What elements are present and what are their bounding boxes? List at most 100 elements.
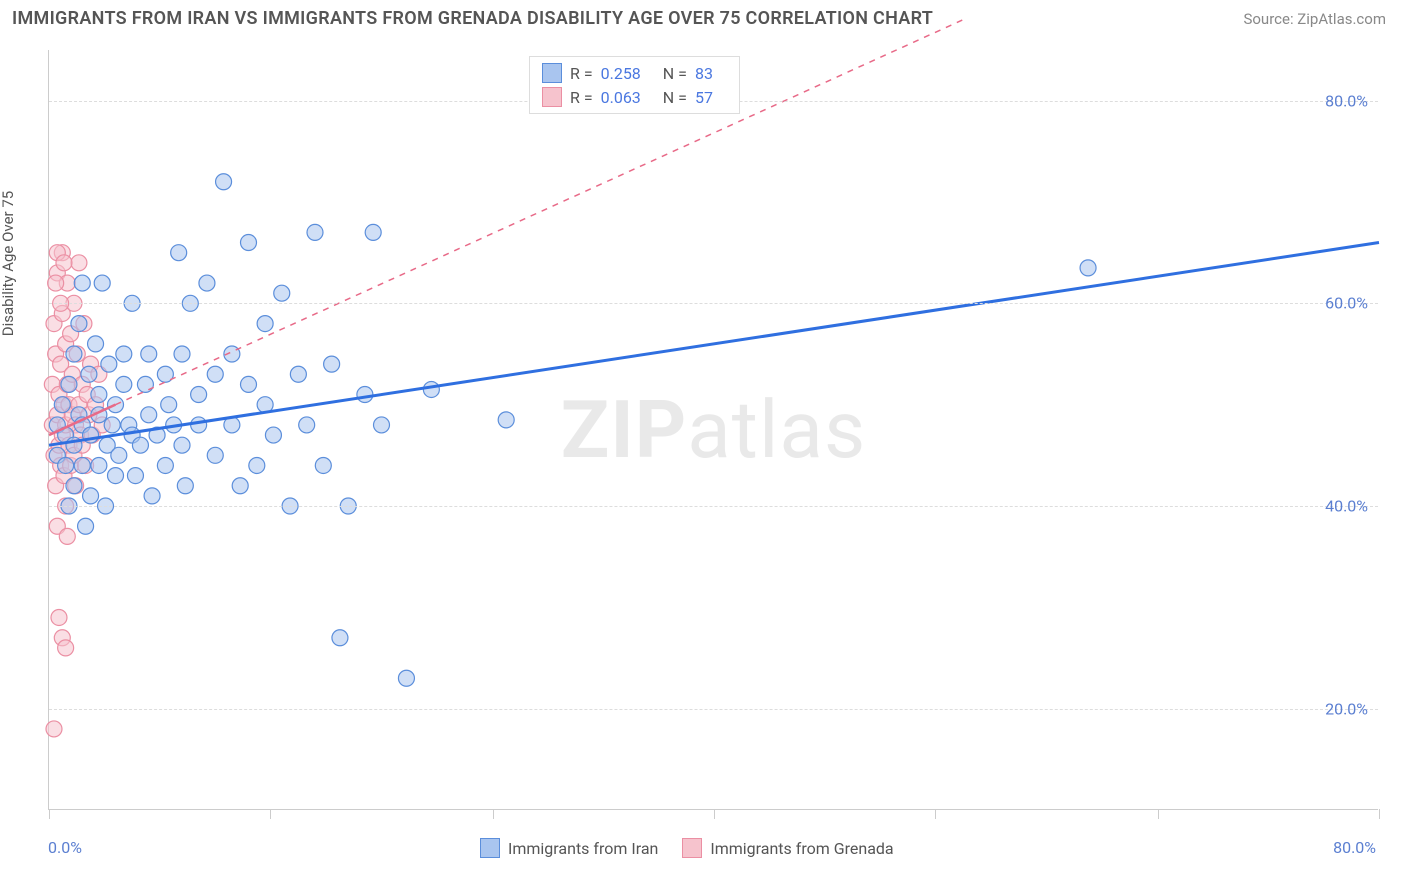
scatter-point (357, 387, 373, 403)
scatter-point (157, 457, 173, 473)
scatter-point (199, 275, 215, 291)
x-tick (935, 809, 936, 819)
y-axis-title: Disability Age Over 75 (0, 191, 17, 336)
scatter-point (111, 447, 127, 463)
y-tick-label: 40.0% (1325, 497, 1368, 516)
r-value-iran: 0.258 (601, 64, 641, 83)
chart-title: IMMIGRANTS FROM IRAN VS IMMIGRANTS FROM … (12, 8, 933, 29)
scatter-point (83, 488, 99, 504)
scatter-point (101, 356, 117, 372)
scatter-point (71, 316, 87, 332)
r-label: R = (570, 64, 593, 83)
scatter-point (141, 407, 157, 423)
legend-label-grenada: Immigrants from Grenada (710, 839, 893, 858)
scatter-point (174, 346, 190, 362)
legend-item-grenada: Immigrants from Grenada (682, 838, 893, 858)
scatter-point (274, 285, 290, 301)
swatch-iran (480, 838, 500, 858)
chart-plot-area: ZIPatlas R = 0.258 N = 83 R = 0.063 N = … (48, 50, 1378, 810)
series-legend: Immigrants from Iran Immigrants from Gre… (480, 838, 894, 858)
scatter-point (177, 478, 193, 494)
scatter-point (191, 387, 207, 403)
scatter-point (1080, 260, 1096, 276)
x-tick (49, 809, 50, 819)
scatter-point (307, 224, 323, 240)
swatch-iran (542, 63, 562, 83)
scatter-point (207, 447, 223, 463)
scatter-point (171, 245, 187, 261)
swatch-grenada (682, 838, 702, 858)
scatter-point (58, 457, 74, 473)
scatter-point (141, 346, 157, 362)
scatter-point (332, 630, 348, 646)
scatter-point (365, 224, 381, 240)
scatter-point (48, 275, 64, 291)
legend-row-grenada: R = 0.063 N = 57 (542, 85, 727, 109)
y-tick-label: 80.0% (1325, 91, 1368, 110)
x-tick (1158, 809, 1159, 819)
x-axis-max-label: 80.0% (1333, 838, 1376, 857)
scatter-point (91, 387, 107, 403)
n-label: N = (663, 64, 687, 83)
scatter-point (56, 255, 72, 271)
scatter-point (108, 468, 124, 484)
scatter-point (498, 412, 514, 428)
scatter-point (104, 417, 120, 433)
gridline (49, 709, 1378, 710)
scatter-point (290, 366, 306, 382)
scatter-point (207, 366, 223, 382)
swatch-grenada (542, 87, 562, 107)
scatter-point (59, 528, 75, 544)
scatter-point (46, 721, 62, 737)
scatter-point (116, 376, 132, 392)
scatter-point (74, 457, 90, 473)
scatter-point (241, 376, 257, 392)
scatter-point (265, 427, 281, 443)
n-value-iran: 83 (695, 64, 713, 83)
scatter-point (61, 376, 77, 392)
scatter-point (315, 457, 331, 473)
r-label: R = (570, 88, 593, 107)
scatter-point (66, 478, 82, 494)
scatter-point (249, 457, 265, 473)
scatter-point (374, 417, 390, 433)
scatter-point (324, 356, 340, 372)
scatter-point (232, 478, 248, 494)
scatter-point (91, 457, 107, 473)
scatter-point (299, 417, 315, 433)
x-tick (714, 809, 715, 819)
r-value-grenada: 0.063 (601, 88, 641, 107)
scatter-point (71, 255, 87, 271)
scatter-plot-svg (49, 50, 1378, 809)
scatter-point (51, 609, 67, 625)
scatter-point (216, 174, 232, 190)
scatter-point (54, 397, 70, 413)
n-value-grenada: 57 (695, 88, 713, 107)
x-axis-min-label: 0.0% (48, 838, 82, 857)
scatter-point (144, 488, 160, 504)
scatter-point (127, 468, 143, 484)
legend-label-iran: Immigrants from Iran (508, 839, 658, 858)
scatter-point (66, 346, 82, 362)
scatter-point (58, 640, 74, 656)
scatter-point (398, 670, 414, 686)
legend-row-iran: R = 0.258 N = 83 (542, 61, 727, 85)
scatter-point (132, 437, 148, 453)
scatter-point (88, 336, 104, 352)
gridline (49, 506, 1378, 507)
x-tick (493, 809, 494, 819)
scatter-point (423, 381, 439, 397)
y-tick-label: 60.0% (1325, 294, 1368, 313)
scatter-point (94, 275, 110, 291)
y-tick-label: 20.0% (1325, 699, 1368, 718)
scatter-point (191, 417, 207, 433)
legend-item-iran: Immigrants from Iran (480, 838, 658, 858)
scatter-point (137, 376, 153, 392)
n-label: N = (663, 88, 687, 107)
x-tick (1379, 809, 1380, 819)
scatter-point (161, 397, 177, 413)
scatter-point (78, 518, 94, 534)
source-label: Source: ZipAtlas.com (1243, 10, 1386, 28)
scatter-point (174, 437, 190, 453)
x-tick (270, 809, 271, 819)
